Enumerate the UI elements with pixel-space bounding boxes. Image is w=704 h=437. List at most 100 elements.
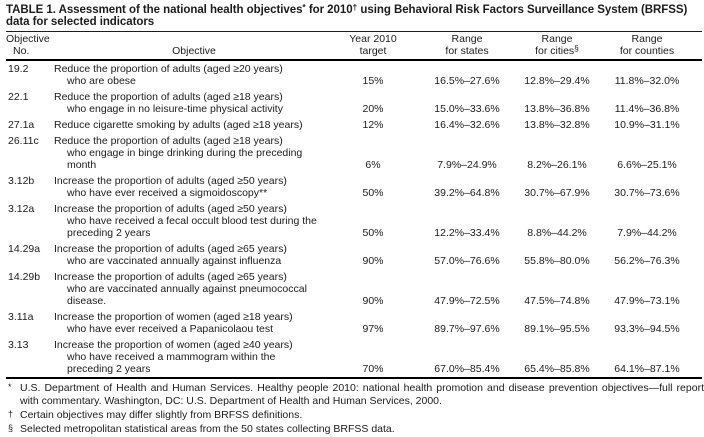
header-line: for cities§ [522, 42, 592, 58]
target-value: 12% [362, 119, 384, 131]
cities-range: 12.8%–29.4% [524, 75, 590, 87]
footnote-text: Selected metropolitan statistical areas … [20, 422, 395, 435]
footnotes: * U.S. Department of Health and Human Ser… [6, 382, 704, 437]
counties-range: 10.9%–31.1% [614, 119, 680, 131]
cities-range: 13.8%–36.8% [524, 103, 590, 115]
footnote-dagger: † Certain objectives may differ slightly … [6, 409, 704, 422]
table-row: 22.1 Reduce the proportion of adults (ag… [6, 89, 702, 117]
cities-range: 30.7%–67.9% [524, 187, 590, 199]
states-range: 16.4%–32.6% [434, 119, 500, 131]
table-row: 3.12a Increase the proportion of adults … [6, 201, 702, 241]
target-value: 50% [362, 227, 384, 239]
target-value: 15% [362, 75, 384, 87]
cities-range: 65.4%–85.8% [524, 363, 590, 375]
footnote-asterisk: * U.S. Department of Health and Human Ser… [6, 382, 704, 407]
header-text: for cities [535, 44, 575, 57]
column-header-objective-no: Objective No. [6, 32, 54, 61]
title-footnote-marker-asterisk: * [302, 1, 306, 12]
objective-no: 19.2 [8, 63, 29, 75]
table-row: 14.29a Increase the proportion of adults… [6, 241, 702, 269]
objective-text: Reduce cigarette smoking by adults (aged… [54, 119, 303, 131]
target-value: 97% [362, 323, 384, 335]
column-header-range-for-counties: Range for counties [592, 32, 702, 61]
table-title: TABLE 1. Assessment of the national heal… [6, 1, 700, 29]
states-range: 15.0%–33.6% [434, 103, 500, 115]
objective-no: 3.11a [8, 311, 34, 323]
header-line: Objective [172, 44, 216, 57]
header-footnote-marker-section: § [574, 42, 579, 53]
states-range: 57.0%–76.6% [434, 255, 500, 267]
header-line: Range [451, 33, 483, 45]
header-line: No. [13, 44, 30, 57]
table-row: 3.11a Increase the proportion of women (… [6, 309, 702, 337]
header-line: target [359, 44, 387, 57]
target-value: 90% [362, 295, 384, 307]
objective-no: 14.29b [8, 271, 41, 283]
table-row: 3.13 Increase the proportion of women (a… [6, 337, 702, 378]
footnote-text: U.S. Department of Health and Human Serv… [20, 382, 704, 407]
objective-no: 14.29a [8, 243, 41, 255]
table-row: 19.2 Reduce the proportion of adults (ag… [6, 60, 702, 89]
states-range: 67.0%–85.4% [434, 363, 500, 375]
title-text: using Behavioral Risk Factors Surveillan… [357, 4, 688, 16]
cities-range: 89.1%–95.5% [524, 323, 590, 335]
objective-text: Reduce the proportion of adults (aged ≥2… [54, 63, 283, 87]
target-value: 20% [362, 103, 384, 115]
footnote-section: § Selected metropolitan statistical areas… [6, 423, 704, 436]
header-line: Range [631, 33, 663, 45]
states-range: 39.2%–64.8% [434, 187, 500, 199]
counties-range: 30.7%–73.6% [614, 187, 680, 199]
counties-range: 56.2%–76.3% [614, 255, 680, 267]
cities-range: 8.8%–44.2% [527, 227, 587, 239]
cities-range: 55.8%–80.0% [524, 255, 590, 267]
objective-no: 3.13 [8, 339, 29, 351]
target-value: 90% [362, 255, 384, 267]
cities-range: 13.8%–32.8% [524, 119, 590, 131]
counties-range: 64.1%–87.1% [614, 363, 680, 375]
objective-text: Increase the proportion of women (aged ≥… [54, 311, 293, 335]
states-range: 12.2%–33.4% [434, 227, 500, 239]
objective-text: Reduce the proportion of adults (aged ≥1… [54, 91, 283, 115]
column-header-year-2010-target: Year 2010 target [334, 32, 412, 61]
states-range: 89.7%–97.6% [434, 323, 500, 335]
footnote-text: Certain objectives may differ slightly f… [20, 408, 303, 421]
footnote-marker: † [8, 408, 14, 419]
title-text: for 2010 [305, 4, 353, 16]
footnote-marker: § [8, 422, 14, 433]
header-line: for states [445, 44, 489, 57]
objective-text: Increase the proportion of adults (aged … [54, 271, 307, 307]
counties-range: 93.3%–94.5% [614, 323, 680, 335]
objective-no: 22.1 [8, 91, 29, 103]
header-line: Range [541, 33, 573, 45]
column-header-objective: Objective [54, 32, 334, 61]
title-text: TABLE 1. Assessment of the national heal… [6, 4, 303, 16]
target-value: 70% [362, 363, 384, 375]
header-line: for counties [619, 44, 675, 57]
objective-text: Reduce the proportion of adults (aged ≥1… [54, 135, 303, 171]
objective-text: Increase the proportion of adults (aged … [54, 243, 287, 267]
cities-range: 47.5%–74.8% [524, 295, 590, 307]
objective-no: 27.1a [8, 119, 35, 131]
table-row: 26.11c Reduce the proportion of adults (… [6, 133, 702, 173]
objective-no: 3.12b [8, 175, 35, 187]
objective-text: Increase the proportion of adults (aged … [54, 175, 287, 199]
cities-range: 8.2%–26.1% [527, 159, 587, 171]
header-line: Objective [6, 33, 50, 45]
header-line: Year 2010 [349, 33, 397, 45]
counties-range: 11.4%–36.8% [614, 103, 680, 115]
objective-text: Increase the proportion of adults (aged … [54, 203, 317, 239]
states-range: 16.5%–27.6% [434, 75, 500, 87]
objective-no: 3.12a [8, 203, 35, 215]
table-row: 3.12b Increase the proportion of adults … [6, 173, 702, 201]
table-row: 27.1a Reduce cigarette smoking by adults… [6, 117, 702, 133]
objective-no: 26.11c [8, 135, 39, 147]
target-value: 50% [362, 187, 384, 199]
table-row: 14.29b Increase the proportion of adults… [6, 269, 702, 309]
states-range: 7.9%–24.9% [437, 159, 497, 171]
table-title-line2: data for selected indicators [6, 16, 155, 28]
counties-range: 11.8%–32.0% [614, 75, 680, 87]
counties-range: 7.9%–44.2% [617, 227, 677, 239]
target-value: 6% [365, 159, 381, 171]
objective-text: Increase the proportion of women (aged ≥… [54, 339, 293, 375]
